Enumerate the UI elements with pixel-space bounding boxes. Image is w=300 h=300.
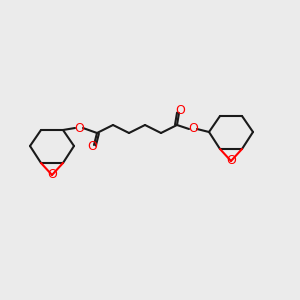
Text: O: O <box>87 140 97 154</box>
Text: O: O <box>47 169 57 182</box>
Text: O: O <box>188 122 198 136</box>
Text: O: O <box>175 104 185 118</box>
Text: O: O <box>226 154 236 167</box>
Text: O: O <box>74 122 84 134</box>
